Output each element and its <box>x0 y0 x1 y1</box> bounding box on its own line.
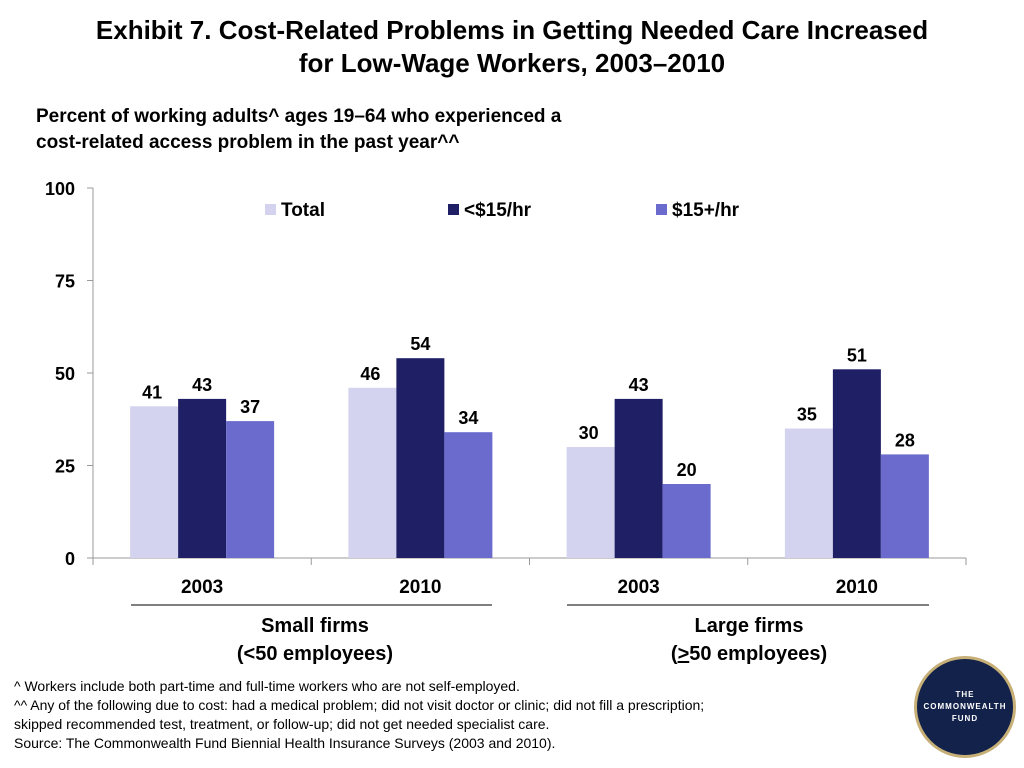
group-label-small-firms: Small firms (<50 employees) <box>140 612 490 668</box>
bar <box>614 398 663 558</box>
footnote-source: Source: The Commonwealth Fund Biennial H… <box>14 735 556 751</box>
bar <box>566 447 615 558</box>
group-large-line-2: (>50 employees) <box>574 640 924 668</box>
legend-swatch <box>656 204 667 215</box>
bar <box>444 432 493 558</box>
bar <box>832 369 881 558</box>
y-tick-label: 25 <box>55 457 75 477</box>
x-tick-label: 2010 <box>399 577 441 598</box>
bar <box>784 428 833 558</box>
group-large-line-1: Large firms <box>694 615 804 637</box>
logo-line-3: FUND <box>951 714 979 723</box>
data-label: 20 <box>677 460 697 480</box>
chart-title: Exhibit 7. Cost-Related Problems in Gett… <box>0 14 1024 80</box>
group-small-line-2: (<50 employees) <box>236 643 394 665</box>
data-label: 28 <box>895 430 915 450</box>
data-label: 43 <box>629 375 649 395</box>
logo-line-2: COMMONWEALTH <box>923 702 1007 711</box>
footnote-3: skipped recommended test, treatment, or … <box>14 716 550 732</box>
data-label: 54 <box>410 334 430 354</box>
y-tick-label: 75 <box>55 272 75 292</box>
group-large-line-2-suffix: 50 employees) <box>689 643 828 665</box>
bar <box>662 484 711 558</box>
data-label: 37 <box>240 397 260 417</box>
legend-label: $15+/hr <box>672 200 740 221</box>
chart-subtitle: Percent of working adults^ ages 19–64 wh… <box>36 104 736 156</box>
bar <box>178 398 227 558</box>
data-label: 34 <box>458 408 478 428</box>
chart-title-line-1: Exhibit 7. Cost-Related Problems in Gett… <box>95 15 929 45</box>
bar <box>130 406 179 558</box>
data-label: 51 <box>847 345 867 365</box>
chart-title-line-2: for Low-Wage Workers, 2003–2010 <box>298 48 726 78</box>
footnote-2: ^^ Any of the following due to cost: had… <box>14 697 705 713</box>
chart-subtitle-line-2: cost-related access problem in the past … <box>36 132 460 153</box>
bar <box>396 358 445 558</box>
x-tick-label: 2003 <box>617 577 659 598</box>
footnote-1: ^ Workers include both part-time and ful… <box>14 678 520 694</box>
group-label-large-firms: Large firms (>50 employees) <box>574 612 924 668</box>
data-label: 30 <box>579 423 599 443</box>
bar <box>348 387 397 558</box>
data-label: 43 <box>192 375 212 395</box>
logo-line-1: THE <box>955 690 975 699</box>
legend-swatch <box>448 204 459 215</box>
legend-label: Total <box>281 200 325 221</box>
footnotes: ^ Workers include both part-time and ful… <box>14 677 894 753</box>
commonwealth-fund-logo: THE COMMONWEALTH FUND <box>914 656 1016 758</box>
x-tick-label: 2010 <box>836 577 878 598</box>
chart-subtitle-line-1: Percent of working adults^ ages 19–64 wh… <box>36 106 562 127</box>
x-tick-label: 2003 <box>181 577 223 598</box>
group-small-line-1: Small firms <box>261 615 369 637</box>
data-label: 41 <box>142 382 162 402</box>
data-label: 35 <box>797 405 817 425</box>
y-tick-label: 100 <box>45 179 75 199</box>
greater-or-equal-symbol: > <box>677 643 690 665</box>
group-large-line-2-prefix: ( <box>670 643 678 665</box>
legend-label: <$15/hr <box>464 200 532 221</box>
legend-swatch <box>265 204 276 215</box>
bar <box>226 421 275 558</box>
y-tick-label: 50 <box>55 364 75 384</box>
data-label: 46 <box>360 364 380 384</box>
bar <box>880 454 929 558</box>
y-tick-label: 0 <box>65 549 75 569</box>
